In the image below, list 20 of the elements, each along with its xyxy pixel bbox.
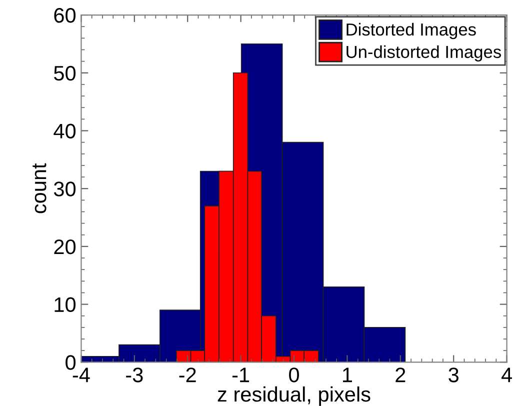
- x-tick-label: 2: [396, 368, 406, 382]
- legend-label: Un-distorted Images: [346, 45, 501, 62]
- y-tick-label: 0: [66, 355, 76, 370]
- y-tick-label: 60: [54, 8, 76, 23]
- x-tick-label: 1: [343, 368, 352, 382]
- x-tick-label: 4: [501, 368, 512, 382]
- y-tick-label: 40: [54, 124, 76, 138]
- y-axis-title: count: [32, 163, 46, 214]
- y-tick-label: 20: [54, 239, 76, 254]
- x-tick-label: -2: [179, 368, 196, 382]
- y-tick-label: 30: [54, 182, 76, 196]
- x-tick-label: -1: [232, 368, 250, 382]
- x-axis-title: z residual, pixels: [218, 386, 370, 406]
- y-tick-label: 10: [54, 297, 76, 312]
- legend-label: Distorted Images: [346, 22, 476, 40]
- x-tick-label: 0: [289, 368, 299, 382]
- x-tick-label: -3: [126, 368, 143, 382]
- y-tick-label: 50: [54, 66, 76, 81]
- x-tick-label: 3: [448, 368, 458, 382]
- x-tick-label: -4: [72, 368, 90, 382]
